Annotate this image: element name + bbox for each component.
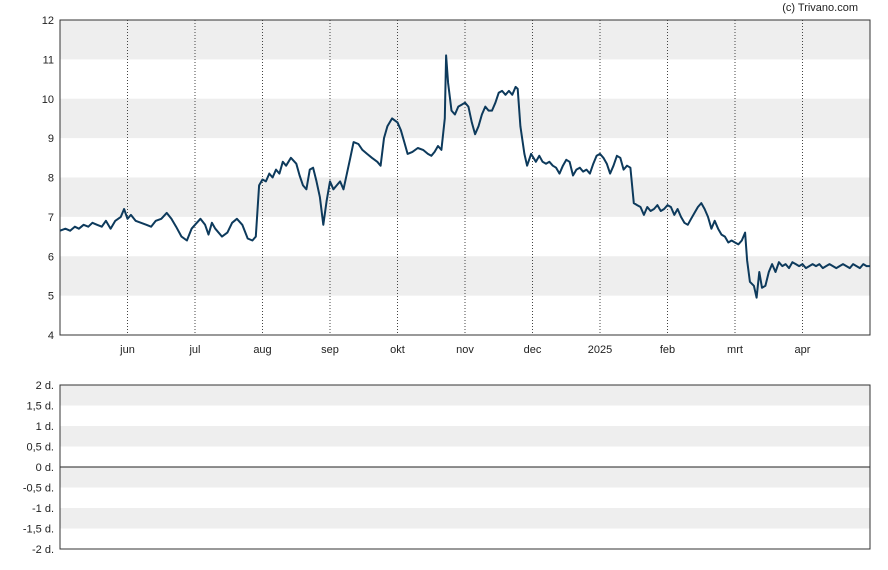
y-tick-label: 8 [48, 173, 54, 185]
y-tick-label: -0,5 d. [23, 483, 54, 495]
y-tick-label: 2 d. [36, 380, 54, 392]
y-tick-label: 0 d. [36, 462, 54, 474]
y-tick-label: 7 [48, 212, 54, 224]
x-tick-label: okt [390, 344, 405, 356]
x-tick-label: dec [524, 344, 542, 356]
y-tick-label: 1 d. [36, 421, 54, 433]
price-line [59, 54, 870, 299]
x-tick-label: nov [456, 344, 474, 356]
plot-frame [59, 384, 871, 550]
y-tick-label: 6 [48, 251, 54, 263]
dividend-chart-panel: 2 d. 1,5 d. 1 d. 0,5 d. 0 d. -0,5 d. -1 d. -1,5… [23, 380, 871, 556]
credit-text: (c) Trivano.com [782, 2, 858, 14]
x-tick-label: aug [253, 344, 271, 356]
grid-band [60, 508, 870, 529]
x-tick-label: 2025 [588, 344, 612, 356]
grid-band [60, 467, 870, 488]
price-chart-panel: jun jul aug sep okt nov dec 2025 feb mrt apr 4 5 6 7 8 9… [42, 15, 871, 356]
x-tick-label: mrt [727, 344, 743, 356]
y-tick-label: 0,5 d. [26, 442, 54, 454]
y-tick-label: -1,5 d. [23, 524, 54, 536]
plot-frame [59, 19, 871, 336]
y-tick-label: -1 d. [32, 503, 54, 515]
grid-band [60, 426, 870, 447]
y-tick-label: 4 [48, 330, 54, 342]
y-tick-label: 5 [48, 291, 54, 303]
y-tick-label: 10 [42, 94, 54, 106]
y-tick-label: 9 [48, 133, 54, 145]
grid-band [60, 385, 870, 406]
y-tick-label: -2 d. [32, 544, 54, 556]
x-tick-label: apr [795, 344, 811, 356]
y-tick-label: 1,5 d. [26, 401, 54, 413]
x-tick-label: jul [188, 344, 200, 356]
x-tick-label: sep [321, 344, 339, 356]
x-tick-label: feb [660, 344, 675, 356]
y-tick-label: 11 [43, 54, 54, 66]
x-tick-label: jun [119, 344, 135, 356]
y-tick-label: 12 [42, 15, 54, 27]
